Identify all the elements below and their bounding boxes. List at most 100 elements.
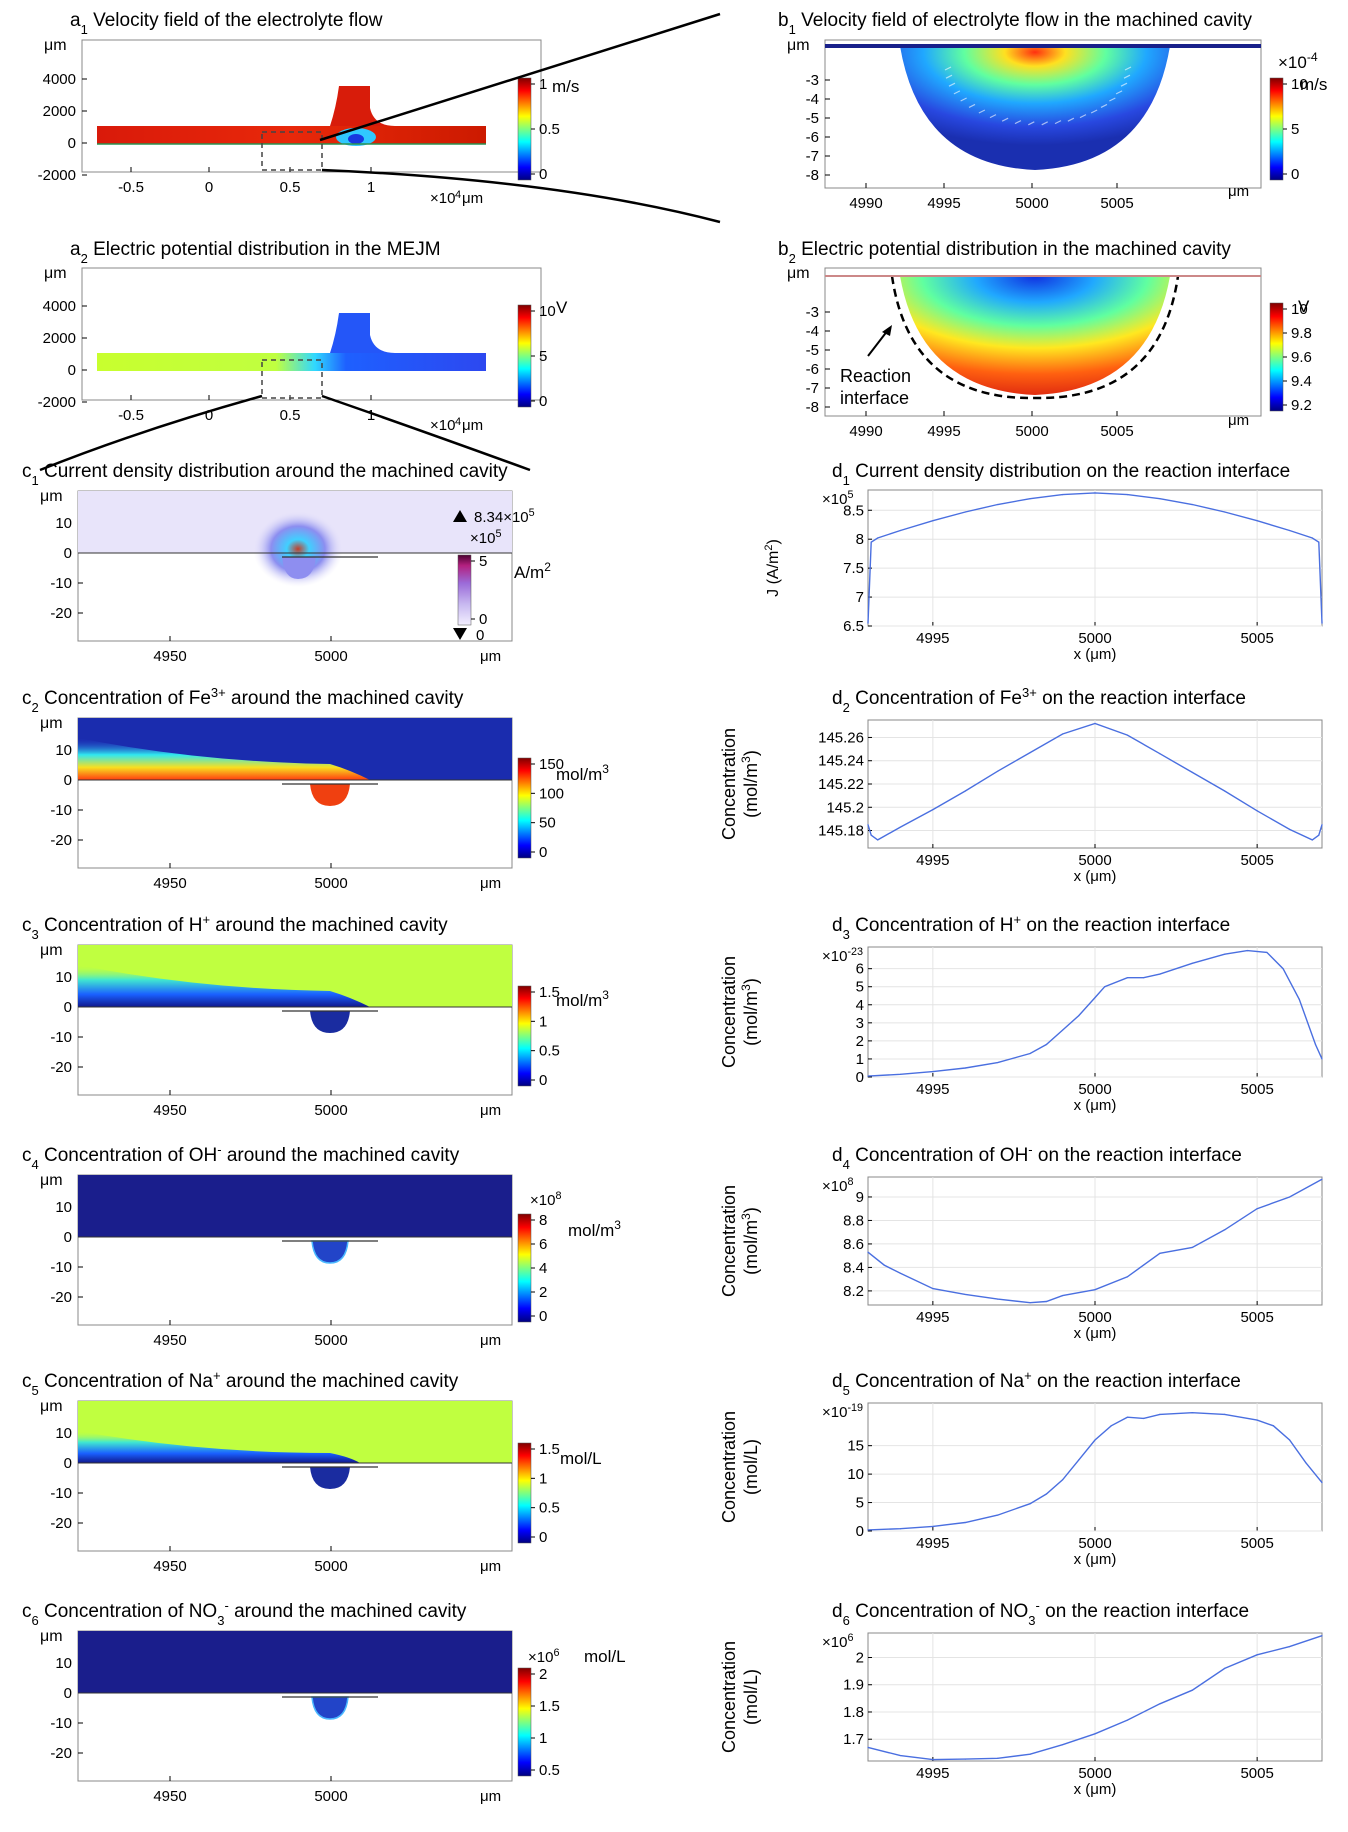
x-tick-label: 0.5: [280, 407, 301, 424]
y-tick-label: 0: [64, 999, 72, 1016]
plot-frame: [824, 267, 1262, 417]
velocity-arrow: [960, 97, 967, 102]
colorbar-exponent: ×105: [470, 528, 501, 547]
colorbar-unit: mol/m3: [556, 762, 609, 784]
data-point: [1191, 1689, 1193, 1691]
data-point: [1224, 1229, 1226, 1231]
velocity-arrow: [1115, 90, 1123, 95]
potential-channel: [97, 353, 486, 371]
y-unit-label: μm: [44, 37, 67, 54]
data-point: [899, 1754, 902, 1757]
y-exponent: ×106: [822, 1632, 853, 1651]
velocity-arrow: [1001, 117, 1009, 122]
y-tick-label: 2: [856, 1650, 864, 1667]
data-point: [867, 1529, 869, 1531]
title-c2: c2 Concentration of Fe3+ around the mach…: [22, 685, 464, 715]
y-tick-label: -2000: [38, 167, 76, 184]
data-point: [1256, 520, 1258, 522]
x-tick-label: -0.5: [118, 179, 144, 196]
data-point: [1256, 1208, 1258, 1210]
x-unit-label: μm: [480, 1558, 501, 1575]
x-tick-label: 5005: [1240, 1309, 1273, 1326]
y-tick-label: 8.5: [843, 502, 864, 519]
data-point: [1061, 1744, 1064, 1746]
colorbar-unit: A/m2: [514, 560, 551, 582]
x-tick-label: 5000: [1078, 1765, 1111, 1782]
colorbar-tick-label: 0: [479, 611, 487, 628]
y-tick-label: 8.8: [843, 1212, 864, 1229]
data-point: [867, 1746, 869, 1748]
panel-b1: -3 -4 -5 -6 -7 -8 4990 4995 5000 5005 μm μm m/s: [787, 37, 1327, 212]
data-point: [1029, 1753, 1031, 1755]
x-exponent-power: 4: [455, 416, 461, 428]
title-a2: a2 Electric potential distribution in th…: [70, 239, 441, 266]
y-tick-label: 2000: [43, 330, 76, 347]
data-point: [964, 1758, 966, 1760]
data-point: [870, 834, 872, 836]
y-tick-label: 5: [856, 979, 864, 996]
y-tick-label: 0: [68, 135, 76, 152]
data-point: [932, 1759, 934, 1761]
y-tick-label: -4: [806, 323, 819, 340]
y-tick-label: 145.18: [818, 823, 864, 840]
chart-d1: 4995 5000 5005 6.5 7 7.5 8 8.5 x (μm) J (A/m2): [763, 489, 1323, 663]
data-point: [1191, 962, 1193, 964]
data-point: [964, 511, 966, 513]
data-point: [1126, 494, 1129, 496]
data-point: [877, 839, 879, 841]
velocity-arrow: [1123, 74, 1131, 79]
nozzle: [330, 86, 395, 126]
y-axis-label-unit: (mol/m3): [739, 1207, 761, 1275]
x-tick-label: 5000: [1078, 1535, 1111, 1552]
x-tick-label: 4950: [153, 1788, 186, 1805]
colorbar-tick-label: 9.8: [1291, 325, 1312, 342]
colorbar-tick-label: 0: [539, 166, 547, 183]
y-tick-label: 145.22: [818, 776, 864, 793]
title-d4: d4 Concentration of OH- on the reaction …: [832, 1142, 1242, 1172]
colorbar-tick-label: 10: [1291, 76, 1308, 93]
y-tick-label: 1: [856, 1051, 864, 1068]
x-tick-label: 4950: [153, 1558, 186, 1575]
data-point: [867, 1075, 869, 1077]
cavity-velocity: [900, 46, 1170, 170]
x-unit-label: μm: [462, 190, 483, 207]
data-point: [867, 824, 869, 826]
colorbar-c5: 1.5 1 0.5 0: [517, 1441, 560, 1546]
data-point: [1159, 753, 1161, 755]
y-tick-label: 0: [68, 362, 76, 379]
y-tick-label: 0: [64, 1455, 72, 1472]
data-point: [997, 1757, 999, 1759]
data-point: [1305, 1462, 1307, 1464]
data-point: [1159, 973, 1161, 975]
data-point: [932, 1525, 934, 1528]
colorbar-tick-label: 50: [539, 815, 556, 832]
colorbar-tick-label: 2: [539, 1666, 547, 1683]
colorbar-tick-label: 0: [539, 844, 547, 861]
chart-d4: 4995 5000 5005 8.2 8.4 8.6 8.8 9 x (μm) Concentra…: [719, 1176, 1323, 1342]
x-tick-label: 4995: [927, 423, 960, 440]
nozzle: [330, 313, 395, 353]
data-point: [1143, 1417, 1145, 1419]
y-axis-label: Concentration: [719, 1411, 739, 1523]
data-point: [1061, 1295, 1064, 1297]
data-point: [1191, 1412, 1193, 1414]
colorbar-scale: [517, 304, 532, 408]
data-point: [1224, 1667, 1226, 1670]
y-tick-label: 7: [856, 589, 864, 606]
x-tick-label: 0: [205, 407, 213, 424]
title-a1: a1 Velocity field of the electrolyte flo…: [70, 10, 383, 37]
y-tick-label: -10: [50, 1259, 72, 1276]
data-point: [1321, 1178, 1323, 1180]
x-tick-label: 4990: [849, 423, 882, 440]
y-tick-label: -4: [806, 91, 819, 108]
data-point: [1288, 828, 1291, 830]
velocity-arrow: [1124, 66, 1132, 71]
colorbar-min-label: 0: [476, 627, 484, 644]
y-unit-label: μm: [40, 715, 63, 732]
title-c6: c6 Concentration of NO3- around the mach…: [22, 1598, 467, 1628]
x-unit-label: μm: [462, 417, 483, 434]
colorbar-unit: V: [556, 298, 568, 317]
annotation-text: Reaction: [840, 366, 911, 386]
